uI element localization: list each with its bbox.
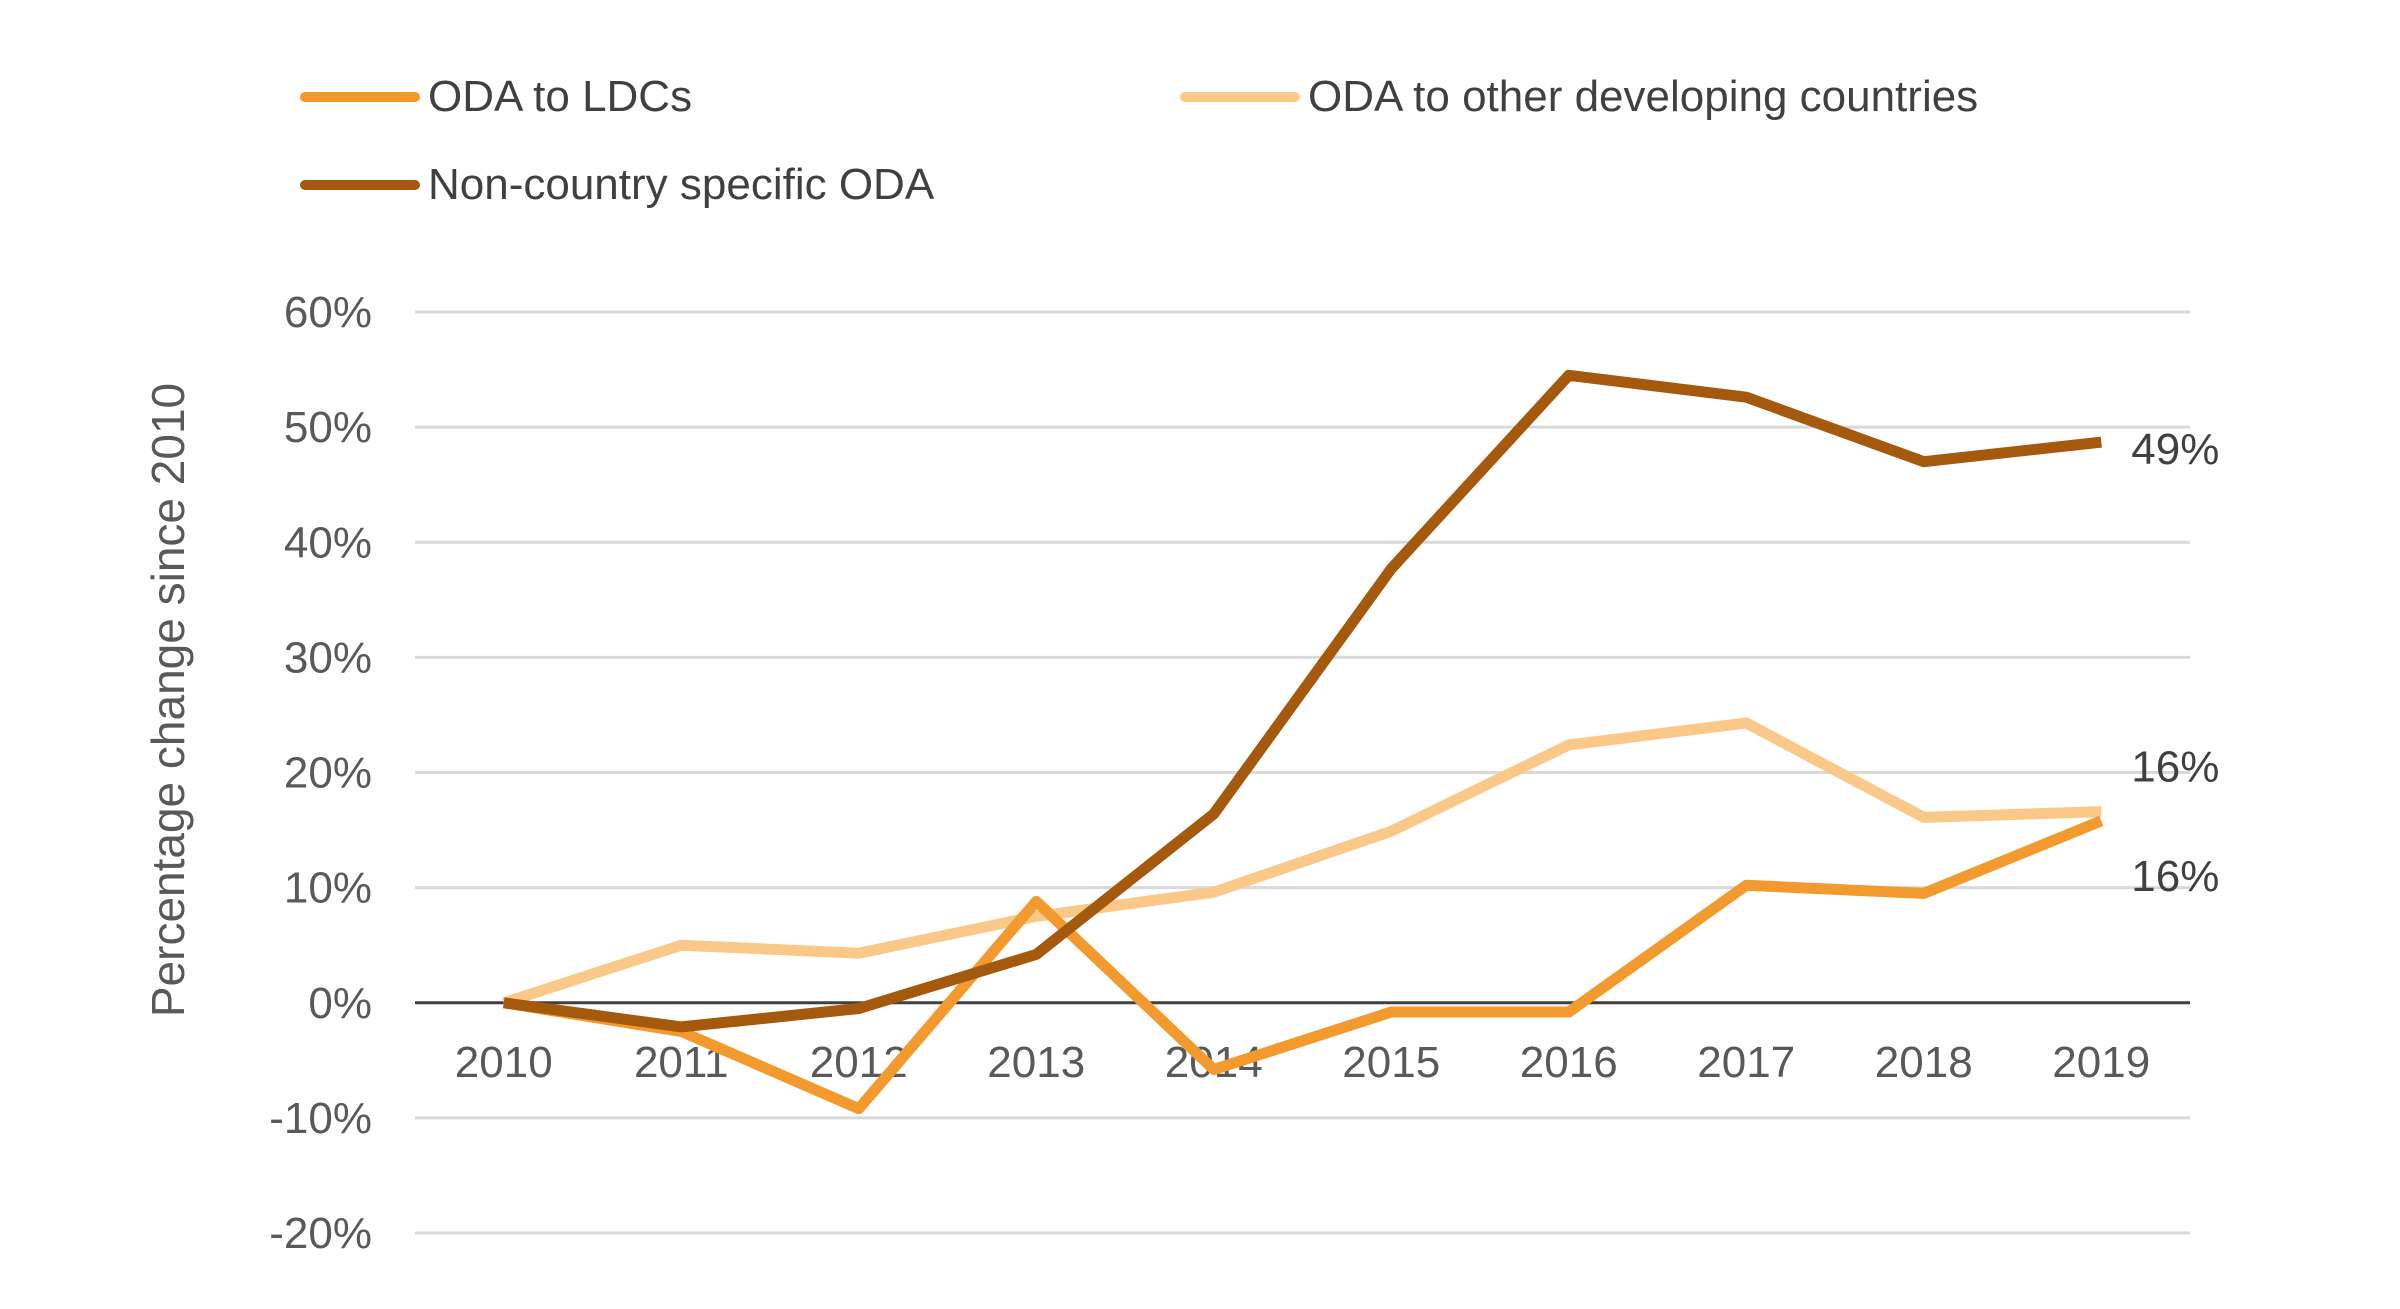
legend-swatch-non-country-specific bbox=[300, 180, 420, 190]
series-line-2 bbox=[503, 369, 2102, 1033]
x-tick-label: 2015 bbox=[1342, 1038, 1440, 1087]
x-tick-label: 2018 bbox=[1875, 1038, 1973, 1087]
y-tick-label: 40% bbox=[284, 518, 372, 567]
y-tick-label: 0% bbox=[308, 979, 372, 1028]
legend-label-oda-to-ldcs: ODA to LDCs bbox=[428, 72, 693, 121]
x-tick-label: 2013 bbox=[987, 1038, 1085, 1087]
y-tick-label: -20% bbox=[269, 1209, 372, 1258]
y-tick-label: -10% bbox=[269, 1094, 372, 1143]
series-lines bbox=[502, 369, 2104, 1115]
x-tick-label: 2016 bbox=[1520, 1038, 1618, 1087]
x-tick-label: 2017 bbox=[1697, 1038, 1795, 1087]
legend-item-non-country-specific: Non-country specific ODA bbox=[300, 160, 934, 210]
x-tick-label: 2010 bbox=[455, 1038, 553, 1087]
legend-swatch-oda-to-other-developing bbox=[1180, 92, 1300, 102]
y-tick-label: 50% bbox=[284, 403, 372, 452]
legend-label-oda-to-other-developing: ODA to other developing countries bbox=[1308, 72, 1979, 121]
legend-item-oda-to-ldcs: ODA to LDCs bbox=[300, 72, 692, 122]
y-tick-label: 30% bbox=[284, 633, 372, 682]
legend-swatch-oda-to-ldcs bbox=[300, 92, 420, 102]
end-label-0: 16% bbox=[2131, 852, 2219, 901]
gridlines bbox=[415, 310, 2190, 1235]
y-axis-ticks: -20% -10% 0% 10% 20% 30% 40% 50% 60% bbox=[269, 288, 372, 1258]
legend-label-non-country-specific: Non-country specific ODA bbox=[428, 160, 935, 209]
x-tick-label: 2019 bbox=[2052, 1038, 2150, 1087]
y-tick-label: 20% bbox=[284, 749, 372, 798]
series-line-1 bbox=[502, 717, 2102, 1009]
end-label-1: 16% bbox=[2131, 743, 2219, 792]
end-labels: 16% 16% 49% bbox=[2131, 425, 2219, 901]
y-tick-label: 60% bbox=[284, 288, 372, 337]
legend-item-oda-to-other-developing: ODA to other developing countries bbox=[1180, 72, 1978, 122]
series-line-0 bbox=[502, 815, 2104, 1115]
end-label-2: 49% bbox=[2131, 425, 2219, 474]
x-axis-ticks: 2010 2011 2012 2013 2014 2015 2016 2017 2018 2019 bbox=[455, 1038, 2150, 1087]
y-tick-label: 10% bbox=[284, 864, 372, 913]
